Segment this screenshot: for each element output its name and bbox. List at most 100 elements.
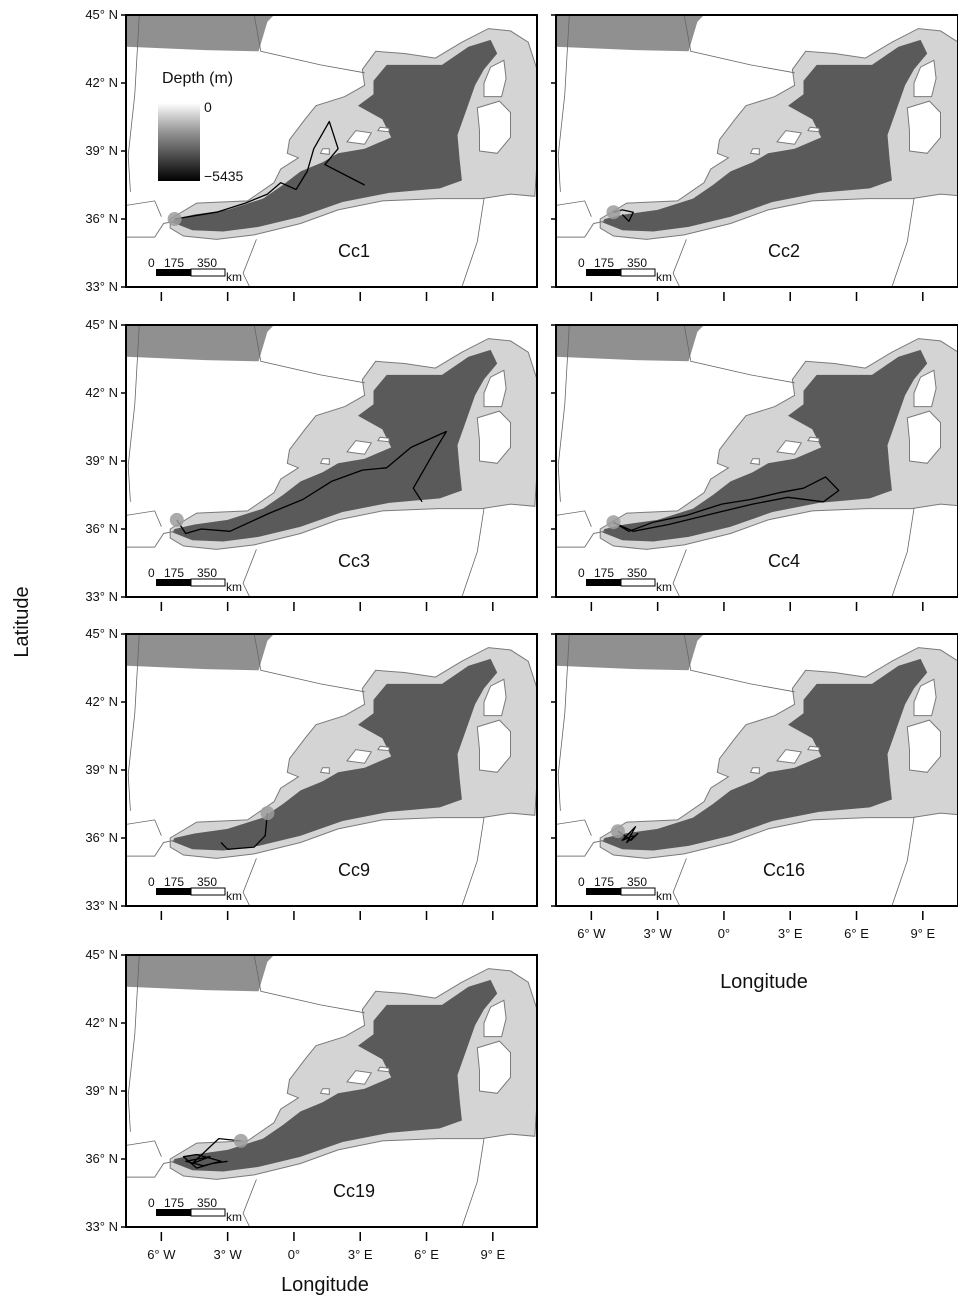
bay-of-biscay: [126, 15, 274, 52]
island: [377, 1066, 390, 1073]
scale-bar-unit: km: [656, 580, 672, 594]
bay-of-biscay: [556, 325, 704, 362]
coastline: [126, 839, 175, 857]
island: [377, 126, 390, 133]
island: [906, 410, 941, 464]
lat-tick-label: 45° N: [85, 947, 118, 962]
lat-tick-label: 39° N: [85, 143, 118, 158]
country-border: [672, 858, 687, 906]
release-location-marker: [167, 212, 182, 226]
scale-bar-label: 175: [594, 566, 614, 580]
scale-bar-label: 0: [148, 566, 155, 580]
country-border: [683, 634, 795, 693]
island: [346, 1070, 373, 1085]
x-axis-title-bottom: Longitude: [281, 1274, 369, 1296]
map-panel-cc19: Cc19 0 175 350 km 45° N 42° N 39° N 36° N 33° N 6°…: [85, 947, 538, 1262]
country-border: [461, 1138, 485, 1227]
scale-bar-label: 175: [164, 256, 184, 270]
country-border: [126, 510, 162, 527]
map-panel-cc3: Cc3 0 175 350 km 45° N 42° N 39° N 36° N 33° N: [85, 317, 538, 611]
scale-bar-label: 350: [627, 875, 647, 889]
lat-tick-label: 45° N: [85, 317, 118, 332]
map-panel-cc2: Cc2 0 175 350 km: [551, 14, 958, 301]
deep-basin: [602, 658, 928, 851]
country-border: [127, 325, 140, 502]
deep-basin: [172, 349, 498, 542]
lat-tick-label: 33° N: [85, 898, 118, 913]
country-border: [672, 549, 687, 597]
map-panel-cc16: Cc16 0 175 350 km 6° W 3° W 0° 3° E 6° E 9° E: [551, 633, 958, 941]
island: [906, 100, 941, 154]
depth-legend: Depth (m) 0 −5435: [158, 70, 244, 184]
lat-tick-label: 36° N: [85, 521, 118, 536]
island: [807, 126, 820, 133]
island: [483, 999, 507, 1038]
country-border: [556, 510, 592, 527]
island: [346, 749, 373, 764]
scale-bar-label: 350: [627, 256, 647, 270]
country-border: [127, 15, 140, 192]
lat-tick-label: 36° N: [85, 1151, 118, 1166]
scale-bar-label: 350: [627, 566, 647, 580]
lat-tick-label: 39° N: [85, 453, 118, 468]
scale-bar-label: 175: [164, 566, 184, 580]
animal-track: [613, 476, 840, 532]
island: [913, 369, 937, 408]
scale-bar-unit: km: [656, 270, 672, 284]
country-border: [891, 508, 915, 597]
deep-basin: [602, 39, 928, 232]
country-border: [461, 508, 485, 597]
panel-label: Cc3: [338, 551, 370, 571]
scale-bar: 0 175 350 km: [148, 566, 242, 594]
lon-tick-label: 6° W: [577, 926, 606, 941]
island: [913, 59, 937, 98]
depth-legend-title: Depth (m): [162, 70, 233, 87]
country-border: [683, 325, 795, 384]
lat-tick-label: 42° N: [85, 1015, 118, 1030]
lon-tick-label: 3° W: [643, 926, 672, 941]
y-axis-title: Latitude: [11, 586, 33, 657]
scale-bar-unit: km: [656, 889, 672, 903]
island: [476, 100, 511, 154]
x-axis-title-right: Longitude: [720, 971, 808, 993]
lat-tick-label: 36° N: [85, 211, 118, 226]
scale-bar-label: 0: [148, 1196, 155, 1210]
country-border: [242, 1179, 257, 1227]
lon-tick-label: 6° E: [844, 926, 869, 941]
bay-of-biscay: [126, 325, 274, 362]
lat-tick-label: 33° N: [85, 1219, 118, 1234]
map-panel-cc4: Cc4 0 175 350 km: [551, 324, 958, 611]
lon-tick-label: 6° W: [147, 1247, 176, 1262]
lon-tick-label: 9° E: [480, 1247, 505, 1262]
island: [346, 440, 373, 455]
scale-bar-unit: km: [226, 580, 242, 594]
country-border: [253, 955, 365, 1014]
scale-bar-label: 350: [197, 566, 217, 580]
coastline: [126, 530, 175, 548]
country-border: [127, 634, 140, 811]
lat-tick-label: 39° N: [85, 762, 118, 777]
panel-label: Cc1: [338, 241, 370, 261]
release-location-marker: [606, 515, 621, 530]
lon-tick-label: 9° E: [910, 926, 935, 941]
release-location-marker: [233, 1133, 248, 1148]
lat-tick-label: 45° N: [85, 7, 118, 22]
scale-bar-label: 175: [164, 1196, 184, 1210]
panel-label: Cc4: [768, 551, 800, 571]
scale-bar: 0 175 350 km: [578, 256, 672, 284]
deep-basin: [172, 39, 498, 232]
scale-bar-label: 350: [197, 1196, 217, 1210]
deep-basin: [602, 349, 928, 542]
country-border: [242, 239, 257, 287]
release-location-marker: [260, 806, 275, 821]
map-panel-cc1: Cc1 0 175 350 km 45° N 42° N 39° N 36° N 33° N Dep…: [85, 7, 538, 301]
release-location-marker: [606, 205, 621, 220]
country-border: [557, 634, 570, 811]
animal-track: [176, 430, 448, 535]
animal-track: [617, 826, 639, 844]
island: [377, 436, 390, 443]
scale-bar-unit: km: [226, 889, 242, 903]
country-border: [891, 817, 915, 906]
country-border: [127, 955, 140, 1132]
country-border: [253, 15, 365, 74]
